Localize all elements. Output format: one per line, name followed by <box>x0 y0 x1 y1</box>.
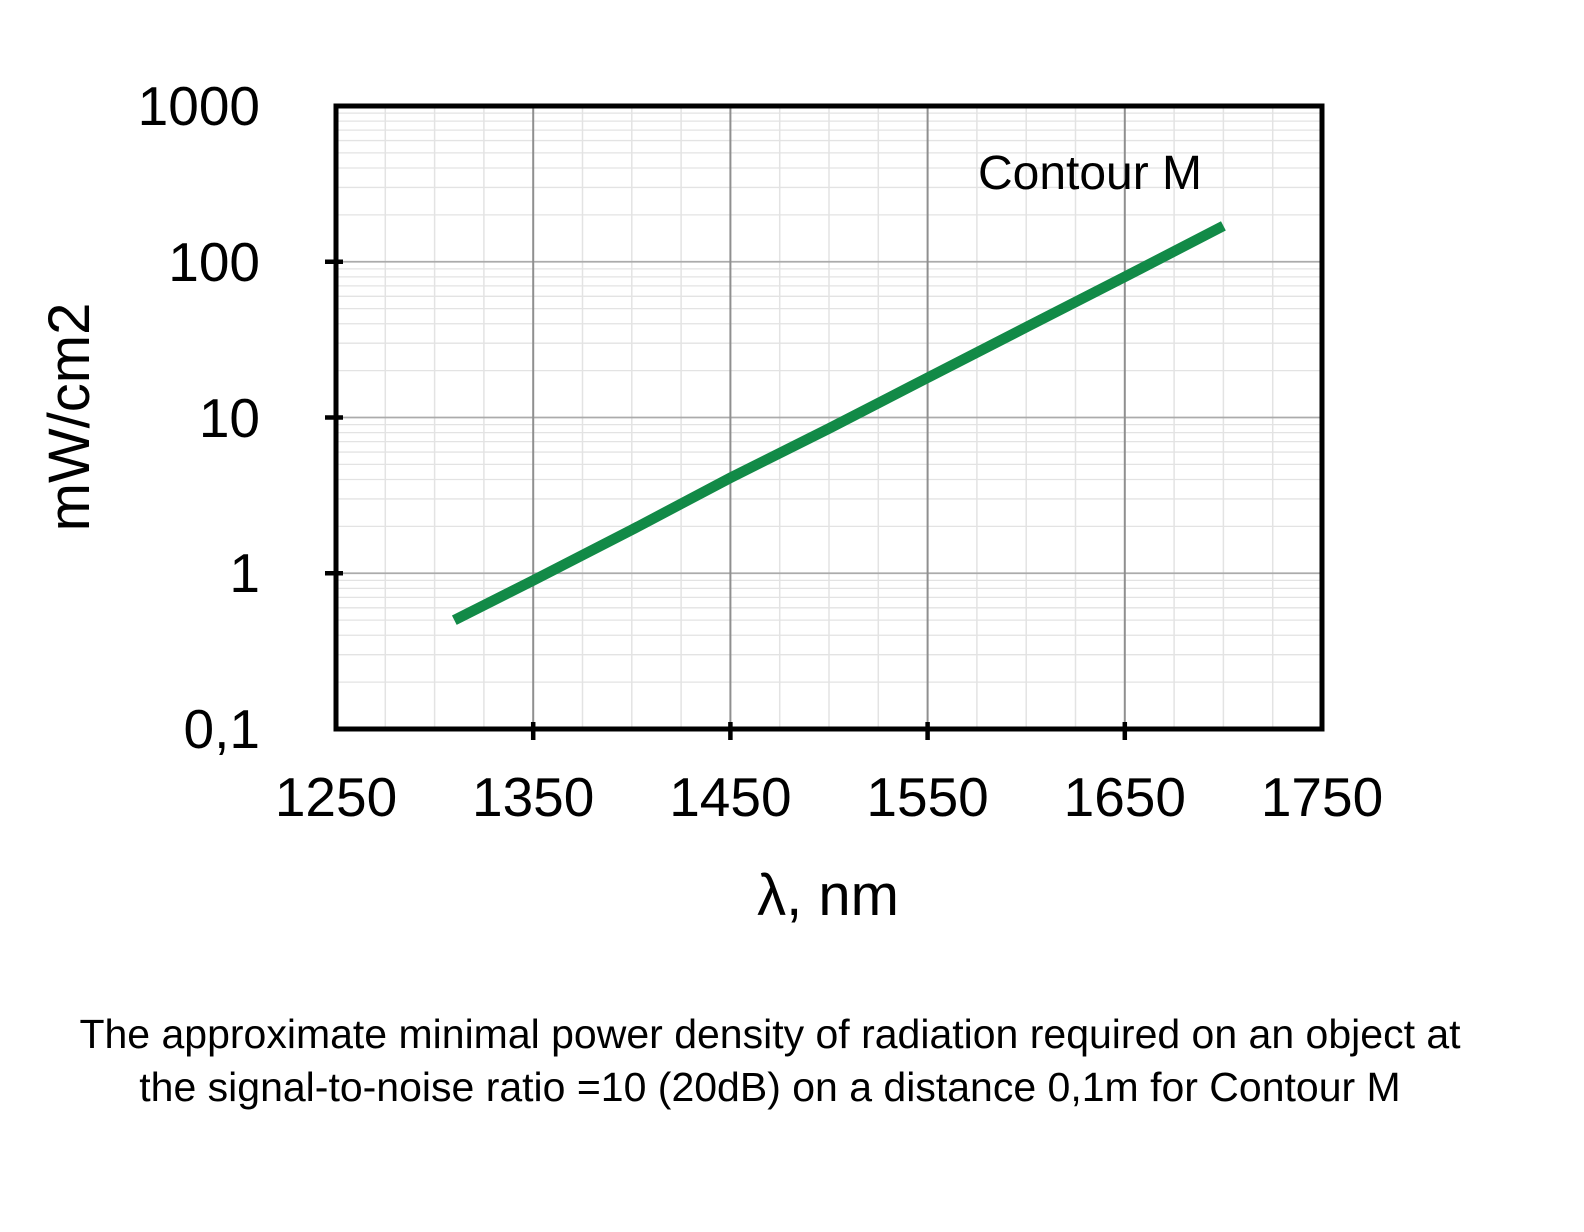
series-line <box>451 221 1226 625</box>
x-tick-label: 1450 <box>669 766 792 828</box>
x-tick-label: 1750 <box>1260 766 1384 828</box>
x-tick-label: 1550 <box>866 766 989 828</box>
x-tick-label: 1350 <box>472 766 595 828</box>
x-tick-label: 1650 <box>1063 766 1186 828</box>
caption: The approximate minimal power density of… <box>70 1008 1470 1114</box>
y-tick-label: 10 <box>198 386 260 449</box>
y-tick-label: 100 <box>168 230 260 293</box>
y-tick-label: 1 <box>229 542 260 605</box>
x-axis-title: λ, nm <box>757 863 899 928</box>
series-label: Contour M <box>977 147 1203 200</box>
x-tick-label: 1250 <box>274 766 398 828</box>
y-tick-label: 0,1 <box>183 698 260 760</box>
caption-line-2: the signal-to-noise ratio =10 (20dB) on … <box>139 1064 1401 1110</box>
caption-line-1: The approximate minimal power density of… <box>79 1011 1461 1057</box>
y-tick-label: 1000 <box>137 75 260 137</box>
